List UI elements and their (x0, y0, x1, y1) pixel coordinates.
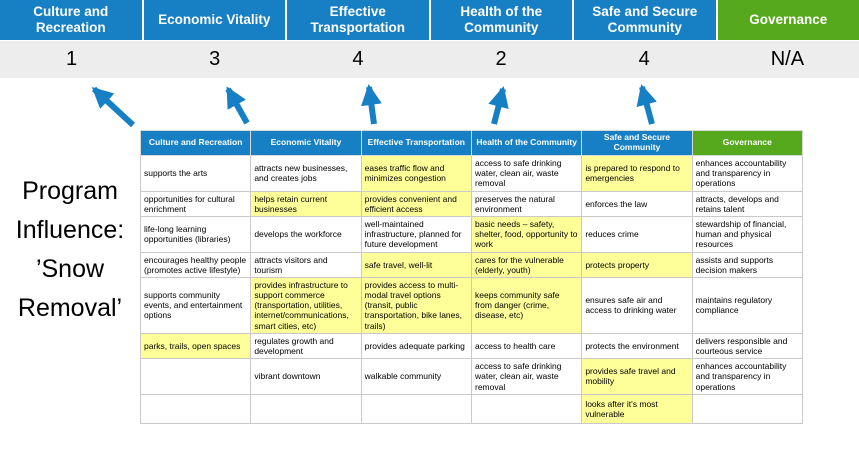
matrix-cell: vibrant downtown (250, 358, 362, 395)
matrix-row: looks after it's most vulnerable (139, 393, 804, 424)
matrix-cell: enforces the law (581, 190, 693, 217)
matrix-cell: access to safe drinking water, clean air… (470, 155, 583, 192)
summary-header-health-community: Health of the Community (430, 0, 572, 40)
matrix-cell: helps retain current businesses (250, 190, 362, 217)
influence-arrows (91, 84, 657, 128)
matrix-header: Culture and Recreation (139, 130, 252, 156)
matrix-cell: provides safe travel and mobility (581, 358, 693, 395)
matrix-cell (360, 393, 472, 424)
matrix-cell: enhances accountability and transparency… (691, 358, 804, 395)
matrix-cell: protects the environment (581, 332, 693, 360)
summary-header-safe-secure-community: Safe and Secure Community (574, 0, 716, 40)
matrix-cell: provides adequate parking (360, 332, 472, 360)
summary-headers: Culture and Recreation Economic Vitality… (0, 0, 859, 40)
matrix-cell: provides access to multi-modal travel op… (360, 276, 472, 334)
title-line-4: Removal’ (17, 294, 123, 322)
matrix-cell: access to safe drinking water, clean air… (470, 358, 583, 395)
matrix-cell: well-maintained infrastructure, planned … (360, 215, 472, 253)
summary-score-governance: N/A (770, 48, 805, 70)
matrix-row: life-long learning opportunities (librar… (139, 215, 804, 253)
matrix-cell: attracts visitors and tourism (250, 251, 362, 278)
matrix-cell (139, 393, 252, 424)
matrix-cell: parks, trails, open spaces (139, 332, 252, 360)
arrow-effective-transportation (361, 84, 382, 125)
matrix-cell: walkable community (360, 358, 472, 395)
matrix-cell: assists and supports decision makers (691, 251, 804, 278)
title-line-1: Program (22, 177, 118, 205)
summary-band: Culture and Recreation Economic Vitality… (0, 0, 859, 78)
summary-score-safe-secure-community: 4 (638, 48, 650, 70)
matrix-cell: enhances accountability and transparency… (691, 155, 804, 192)
matrix-header: Safe and Secure Community (581, 130, 693, 156)
matrix-cell: delivers responsible and courteous servi… (691, 332, 804, 360)
title-line-3: ’Snow (35, 255, 105, 283)
arrow-health-community (488, 86, 509, 125)
matrix-cell: attracts new businesses, and creates job… (250, 155, 362, 192)
summary-header-effective-transportation: Effective Transportation (287, 0, 429, 40)
matrix-header: Governance (691, 130, 804, 156)
matrix-cell: reduces crime (581, 215, 693, 253)
matrix-row: vibrant downtown walkable community access… (139, 358, 804, 395)
matrix-row: parks, trails, open spaces regulates grow… (139, 332, 804, 360)
matrix-header: Economic Vitality (250, 130, 362, 156)
matrix-cell: encourages healthy people (promotes acti… (139, 251, 252, 278)
matrix-cell: supports community events, and entertain… (139, 276, 252, 334)
summary-score-effective-transportation: 4 (352, 48, 364, 70)
matrix-cell: supports the arts (139, 155, 252, 192)
matrix-cell: develops the workforce (250, 215, 362, 253)
summary-header-economic-vitality: Economic Vitality (143, 0, 285, 40)
matrix-cell: keeps community safe from danger (crime,… (470, 276, 583, 334)
matrix-cell: life-long learning opportunities (librar… (139, 215, 252, 253)
matrix-cell: stewardship of financial, human and phys… (691, 215, 804, 253)
matrix-cell: maintains regulatory compliance (691, 276, 804, 334)
program-influence-title: Program Influence: ’Snow Removal’ (0, 172, 140, 328)
summary-scores: 1 3 4 2 4 N/A (0, 41, 859, 78)
matrix-cell: preserves the natural environment (470, 190, 583, 217)
title-line-2: Influence: (15, 216, 125, 244)
matrix-header: Effective Transportation (360, 130, 472, 156)
matrix-body: supports the arts attracts new businesses… (139, 155, 804, 424)
matrix-cell (139, 358, 252, 395)
matrix-row: opportunities for cultural enrichment hel… (139, 190, 804, 217)
matrix-cell (250, 393, 362, 424)
matrix-cell: eases traffic flow and minimizes congest… (360, 155, 472, 192)
matrix-cell: provides convenient and efficient access (360, 190, 472, 217)
matrix-cell: access to health care (470, 332, 583, 360)
arrow-safe-secure-community (636, 84, 657, 125)
matrix-cell (691, 393, 804, 424)
matrix-cell: looks after it's most vulnerable (581, 393, 693, 424)
matrix-cell: provides infrastructure to support comme… (250, 276, 362, 334)
summary-score-economic-vitality: 3 (209, 48, 221, 70)
matrix-cell: attracts, develops and retains talent (691, 190, 804, 217)
matrix-cell: basic needs – safety, shelter, food, opp… (470, 215, 583, 253)
matrix-cell: cares for the vulnerable (elderly, youth… (470, 251, 583, 278)
matrix-row: supports community events, and entertain… (139, 276, 804, 334)
summary-header-governance: Governance (717, 0, 859, 40)
summary-header-culture-recreation: Culture and Recreation (0, 0, 142, 40)
matrix-cell: safe travel, well-lit (360, 251, 472, 278)
matrix-row: encourages healthy people (promotes acti… (139, 251, 804, 278)
summary-score-health-community: 2 (495, 48, 507, 70)
matrix-cell (470, 393, 583, 424)
matrix-head: Culture and Recreation Economic Vitality E… (139, 130, 804, 156)
matrix-row: supports the arts attracts new businesses… (139, 155, 804, 192)
influence-matrix: Culture and Recreation Economic Vitality E… (139, 130, 804, 424)
arrow-culture-recreation (91, 86, 136, 128)
arrow-economic-vitality (225, 86, 250, 125)
matrix-cell: ensures safe air and access to drinking … (581, 276, 693, 334)
matrix-cell: protects property (581, 251, 693, 278)
matrix-cell: regulates growth and development (250, 332, 362, 360)
matrix-cell: is prepared to respond to emergencies (581, 155, 693, 192)
matrix-cell: opportunities for cultural enrichment (139, 190, 252, 217)
summary-score-culture-recreation: 1 (66, 48, 78, 70)
matrix-header: Health of the Community (470, 130, 583, 156)
